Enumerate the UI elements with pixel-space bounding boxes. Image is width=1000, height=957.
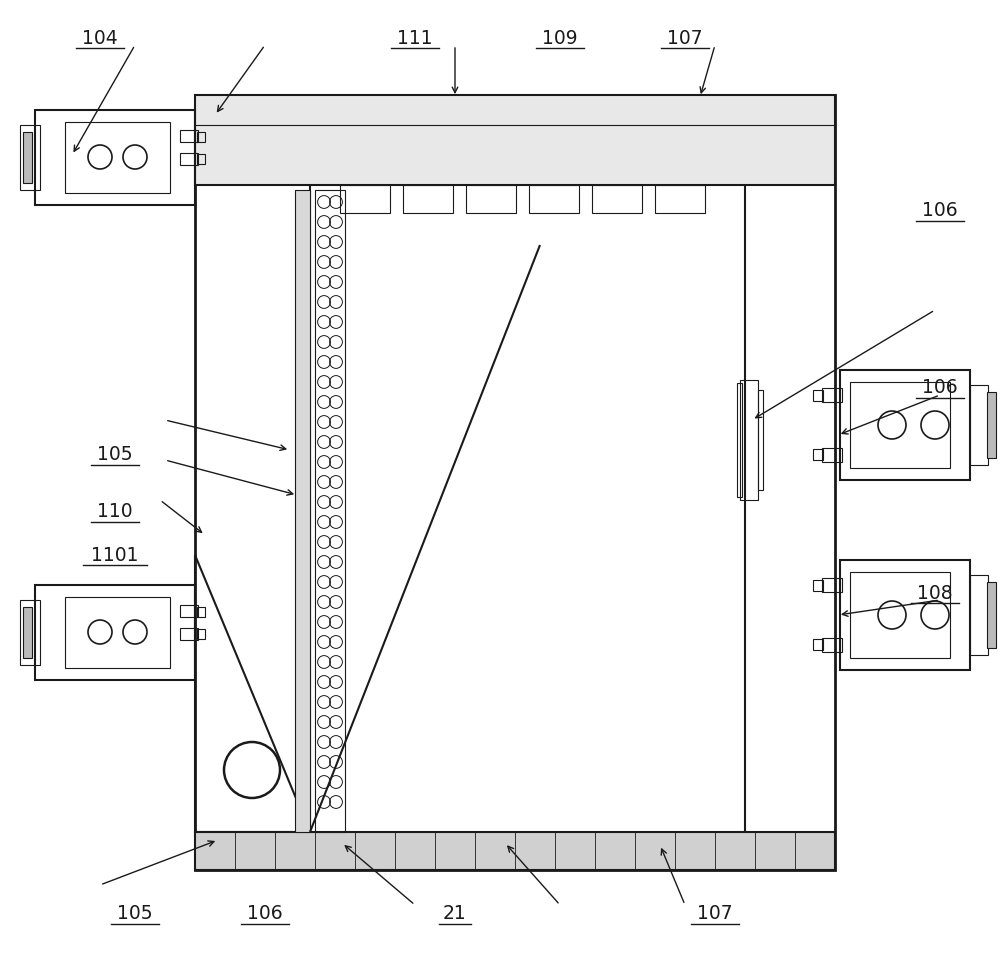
- Bar: [592, 185, 642, 213]
- Bar: [822, 578, 842, 592]
- Bar: [813, 449, 823, 460]
- Bar: [970, 575, 988, 655]
- Bar: [20, 600, 40, 665]
- Bar: [195, 95, 835, 185]
- Text: 105: 105: [97, 445, 133, 464]
- Bar: [758, 390, 763, 490]
- Bar: [20, 125, 40, 190]
- Text: 107: 107: [667, 29, 703, 48]
- Bar: [340, 185, 390, 213]
- Bar: [65, 597, 170, 668]
- Bar: [195, 832, 835, 870]
- Bar: [180, 130, 198, 142]
- Text: 1101: 1101: [91, 545, 139, 565]
- Bar: [850, 382, 950, 468]
- Bar: [740, 380, 758, 500]
- Bar: [466, 185, 516, 213]
- Text: 110: 110: [97, 502, 133, 522]
- Text: 106: 106: [247, 904, 283, 924]
- Text: 107: 107: [697, 904, 733, 924]
- Bar: [180, 153, 198, 165]
- Bar: [822, 448, 842, 462]
- Bar: [840, 370, 970, 480]
- Text: 105: 105: [117, 904, 153, 924]
- Bar: [195, 95, 835, 870]
- Text: 106: 106: [922, 201, 958, 220]
- Bar: [970, 385, 988, 465]
- Bar: [813, 580, 823, 591]
- Text: 106: 106: [922, 378, 958, 397]
- Text: 21: 21: [443, 904, 467, 924]
- Bar: [197, 629, 205, 639]
- Bar: [840, 560, 970, 670]
- Bar: [987, 582, 996, 648]
- Bar: [850, 572, 950, 658]
- Bar: [987, 392, 996, 458]
- Bar: [822, 638, 842, 652]
- Bar: [35, 585, 195, 680]
- Bar: [737, 383, 742, 497]
- Bar: [813, 639, 823, 650]
- Bar: [197, 154, 205, 164]
- Bar: [23, 607, 32, 658]
- Bar: [403, 185, 453, 213]
- Bar: [65, 122, 170, 193]
- Bar: [529, 185, 579, 213]
- Bar: [180, 628, 198, 640]
- Bar: [180, 605, 198, 617]
- Text: 111: 111: [397, 29, 433, 48]
- Bar: [197, 132, 205, 142]
- Bar: [295, 190, 310, 832]
- Text: 108: 108: [917, 584, 953, 603]
- Bar: [315, 190, 345, 832]
- Bar: [35, 110, 195, 205]
- Text: 109: 109: [542, 29, 578, 48]
- Bar: [822, 388, 842, 402]
- Bar: [813, 390, 823, 401]
- Bar: [23, 132, 32, 183]
- Bar: [197, 607, 205, 617]
- Text: 104: 104: [82, 29, 118, 48]
- Bar: [655, 185, 705, 213]
